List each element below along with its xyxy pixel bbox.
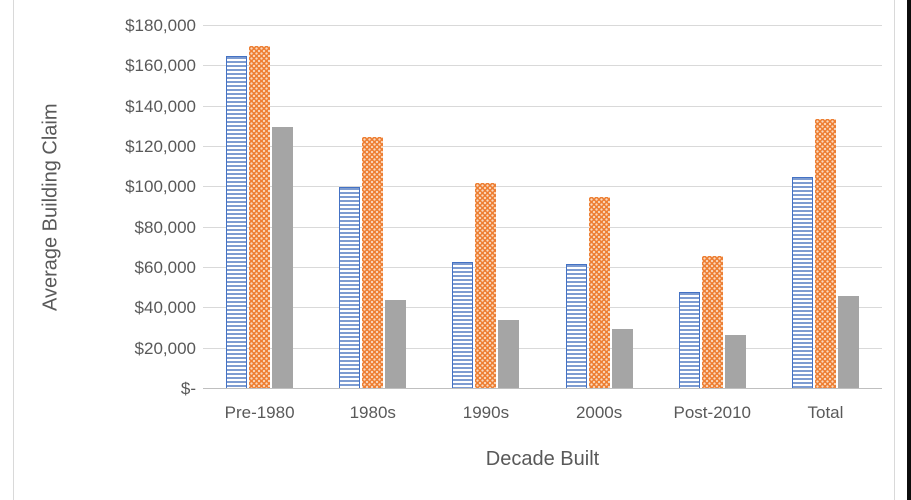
y-tick-label: $160,000: [125, 56, 196, 76]
bar-orange-dotted: [362, 136, 384, 389]
bar-gray-solid: [272, 126, 294, 389]
x-axis-title: Decade Built: [485, 448, 600, 470]
bar-gray-solid: [724, 334, 746, 389]
gridline: [203, 186, 882, 188]
bar-gray-solid: [498, 320, 520, 389]
bar-orange-dotted: [814, 118, 836, 389]
gridline: [203, 105, 882, 107]
gridline: [203, 146, 882, 147]
y-tick-label: $-: [180, 379, 196, 398]
bar-orange-dotted: [475, 183, 497, 389]
bar-blue-striped: [791, 177, 813, 389]
y-axis-labels: $- $20,000 $40,000 $60,000 $80,000 $100,000 $1…: [60, 17, 196, 398]
bar-group: [656, 26, 769, 389]
bar-blue-striped: [339, 187, 361, 389]
y-tick-label: $140,000: [125, 96, 196, 116]
y-tick-label: $120,000: [125, 137, 196, 156]
y-tick-label: $40,000: [134, 298, 196, 318]
bar-blue-striped: [565, 263, 587, 389]
bar-orange-dotted: [701, 255, 723, 389]
chart-frame-right: [894, 0, 895, 500]
screen-right-edge: [907, 0, 911, 500]
chart-frame-left: [13, 0, 14, 500]
gridline: [203, 25, 882, 26]
x-tick-label: Total: [807, 403, 844, 422]
gridline: [203, 347, 882, 349]
bar-blue-striped: [452, 261, 474, 389]
x-tick-label: Pre-1980: [224, 403, 295, 422]
bar-group: [316, 26, 429, 389]
bar-orange-dotted: [588, 197, 610, 389]
gridline: [203, 307, 882, 309]
y-tick-label: $20,000: [134, 338, 196, 358]
y-tick-label: $180,000: [125, 16, 196, 35]
x-axis-line: [203, 388, 882, 389]
bar-group: [769, 26, 882, 389]
bar-group: [429, 26, 542, 389]
gridline: [203, 65, 882, 67]
y-tick-label: $100,000: [125, 177, 196, 197]
gridline: [203, 267, 882, 268]
bar-gray-solid: [837, 296, 859, 389]
gridline: [203, 226, 882, 228]
x-tick-label: 1980s: [349, 403, 396, 422]
bar-group: [543, 26, 656, 389]
bar-blue-striped: [678, 292, 700, 389]
x-axis-labels: Pre-1980 1980s 1990s 2000s Post-2010 Total: [203, 403, 882, 423]
x-tick-label: Post-2010: [673, 403, 752, 422]
bar-group: [203, 26, 316, 389]
y-tick-label: $60,000: [134, 258, 196, 277]
x-tick-label: 1990s: [462, 403, 510, 422]
y-tick-label: $80,000: [134, 217, 196, 237]
bar-blue-striped: [226, 56, 248, 389]
bar-gray-solid: [611, 328, 633, 389]
plot-area: [203, 25, 882, 389]
bar-gray-solid: [385, 300, 407, 389]
x-tick-label: 2000s: [575, 403, 623, 422]
bar-groups: [203, 26, 882, 389]
bar-orange-dotted: [249, 46, 271, 389]
